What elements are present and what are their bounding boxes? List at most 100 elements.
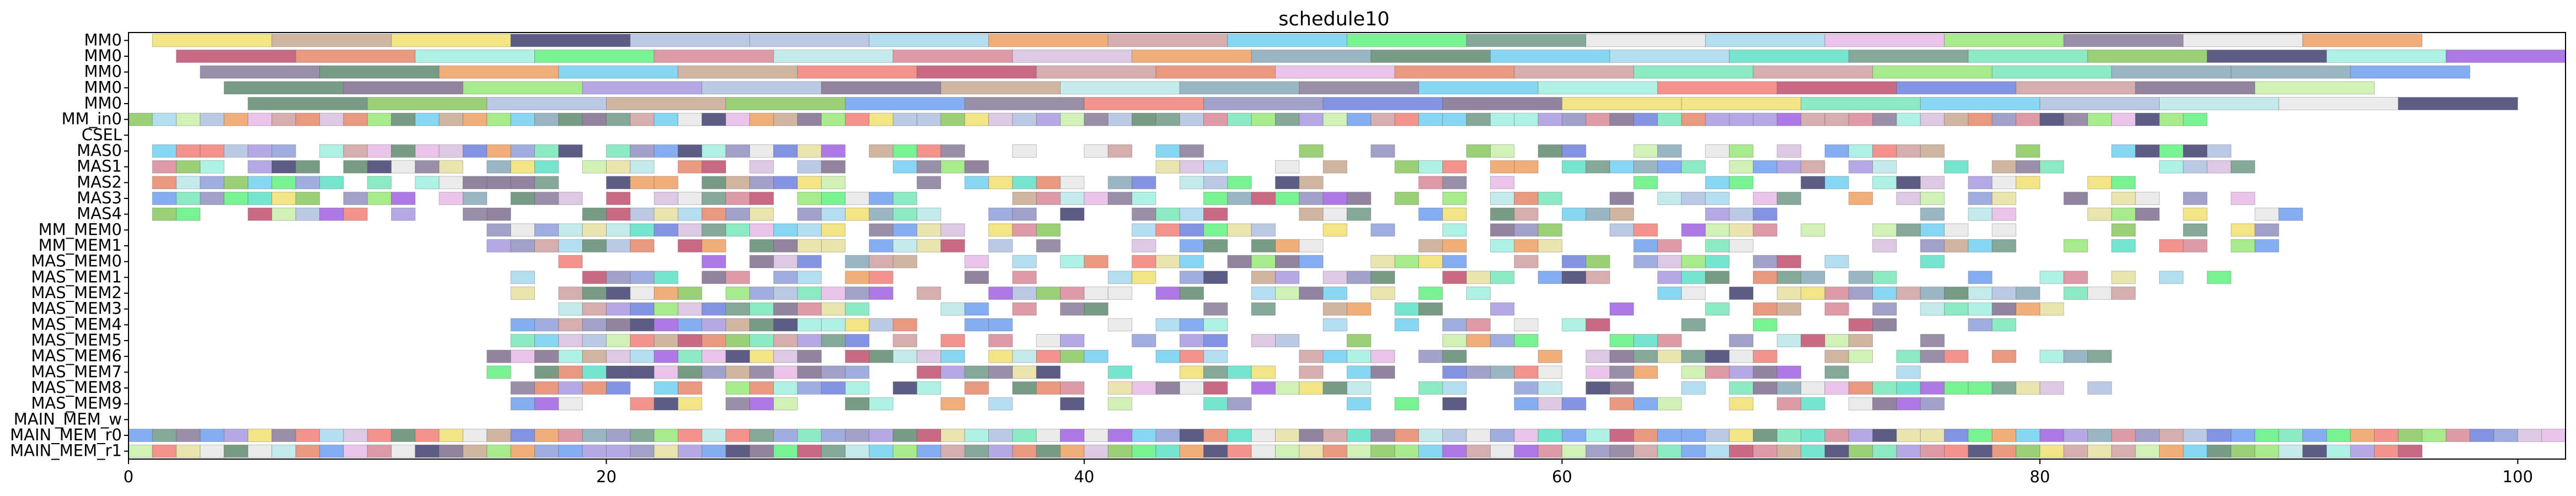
task-bar [1705, 207, 1730, 221]
task-bar [1944, 223, 1969, 237]
task-bar [1155, 207, 1180, 221]
task-bar [367, 160, 392, 174]
task-bar [677, 429, 703, 442]
task-bar [1012, 207, 1037, 221]
task-bar [1538, 429, 1562, 442]
task-bar [1920, 334, 1945, 347]
task-bar [248, 176, 272, 190]
task-bar [1418, 349, 1443, 363]
task-bar [200, 112, 224, 126]
task-bar [725, 318, 750, 332]
task-bar [1968, 112, 1993, 126]
task-bar [1394, 302, 1419, 316]
task-bar [319, 65, 440, 79]
task-bar [1944, 444, 1969, 458]
task-bar [2230, 239, 2256, 252]
task-bar [343, 207, 368, 221]
task-bar [343, 144, 368, 158]
x-tick-label: 40 [1074, 467, 1094, 486]
y-tick-label: MM0 [84, 94, 122, 112]
task-bar [1203, 429, 1228, 442]
task-bar [1322, 207, 1348, 221]
task-bar [677, 160, 703, 174]
task-bar [1872, 287, 1897, 300]
task-bar [1991, 207, 2017, 221]
task-bar [1896, 429, 1921, 442]
task-bar [1012, 302, 1037, 316]
task-bar [2135, 112, 2160, 126]
task-bar [1586, 112, 1610, 126]
task-bar [319, 444, 344, 458]
task-bar [1203, 397, 1228, 411]
task-bar [2183, 192, 2208, 205]
task-bar [391, 160, 416, 174]
task-bar [654, 381, 678, 395]
task-bar [606, 192, 631, 205]
task-bar [582, 112, 607, 126]
task-bar [1418, 302, 1443, 316]
task-bar [1514, 65, 1634, 79]
task-bar [1776, 271, 1802, 284]
task-bar [988, 34, 1108, 47]
task-bar [654, 223, 678, 237]
task-bar [1705, 34, 1825, 47]
task-bar [1729, 239, 1754, 252]
task-bar [1203, 334, 1228, 347]
task-bar [1203, 349, 1228, 363]
task-bar [1251, 50, 1372, 63]
task-bar [1251, 112, 1276, 126]
task-bar [797, 334, 822, 347]
task-bar [510, 112, 535, 126]
task-bar [1848, 160, 1873, 174]
task-bar [343, 81, 464, 95]
task-bar [940, 144, 965, 158]
task-bar [1347, 334, 1372, 347]
task-bar [463, 81, 583, 95]
task-bar [1132, 50, 1252, 63]
task-bar [1729, 334, 1754, 347]
task-bar [797, 112, 822, 126]
task-bar [271, 429, 296, 442]
task-bar [2111, 239, 2136, 252]
task-bar [176, 112, 201, 126]
task-bar [1155, 349, 1180, 363]
task-bar [821, 302, 846, 316]
task-bar [1251, 381, 1276, 395]
task-bar [892, 318, 918, 332]
task-bar [1466, 287, 1491, 300]
task-bar [677, 287, 703, 300]
y-tick-label: MAS0 [77, 141, 122, 160]
task-bar [964, 381, 989, 395]
task-bar [1418, 81, 1539, 95]
task-bar [2039, 429, 2064, 442]
task-bar [1705, 429, 1730, 442]
task-bar [1275, 287, 1300, 300]
task-bar [1968, 444, 1993, 458]
task-bar [725, 271, 750, 284]
task-bar [1872, 160, 1897, 174]
task-bar [1179, 144, 1204, 158]
task-bar [2111, 287, 2136, 300]
task-bar [1561, 271, 1587, 284]
task-bar [2111, 176, 2136, 190]
task-bar [1107, 318, 1133, 332]
y-tick-label: MAS_MEM6 [31, 347, 122, 365]
task-bar [606, 381, 631, 395]
task-bar [1012, 271, 1037, 284]
task-bar [1801, 397, 1825, 411]
task-bar [821, 381, 846, 395]
task-bar [845, 112, 870, 126]
task-bar [2183, 444, 2208, 458]
task-bar [1275, 112, 1300, 126]
task-bar [1968, 271, 1993, 284]
task-bar [630, 444, 655, 458]
task-bar [1681, 97, 1802, 110]
task-bar [964, 255, 989, 268]
task-bar [2183, 160, 2208, 174]
task-bar [1944, 302, 1969, 316]
task-bar [1514, 318, 1539, 332]
task-bar [415, 112, 440, 126]
task-bar [1442, 192, 1467, 205]
task-bar [1705, 112, 1730, 126]
task-bar [534, 50, 655, 63]
